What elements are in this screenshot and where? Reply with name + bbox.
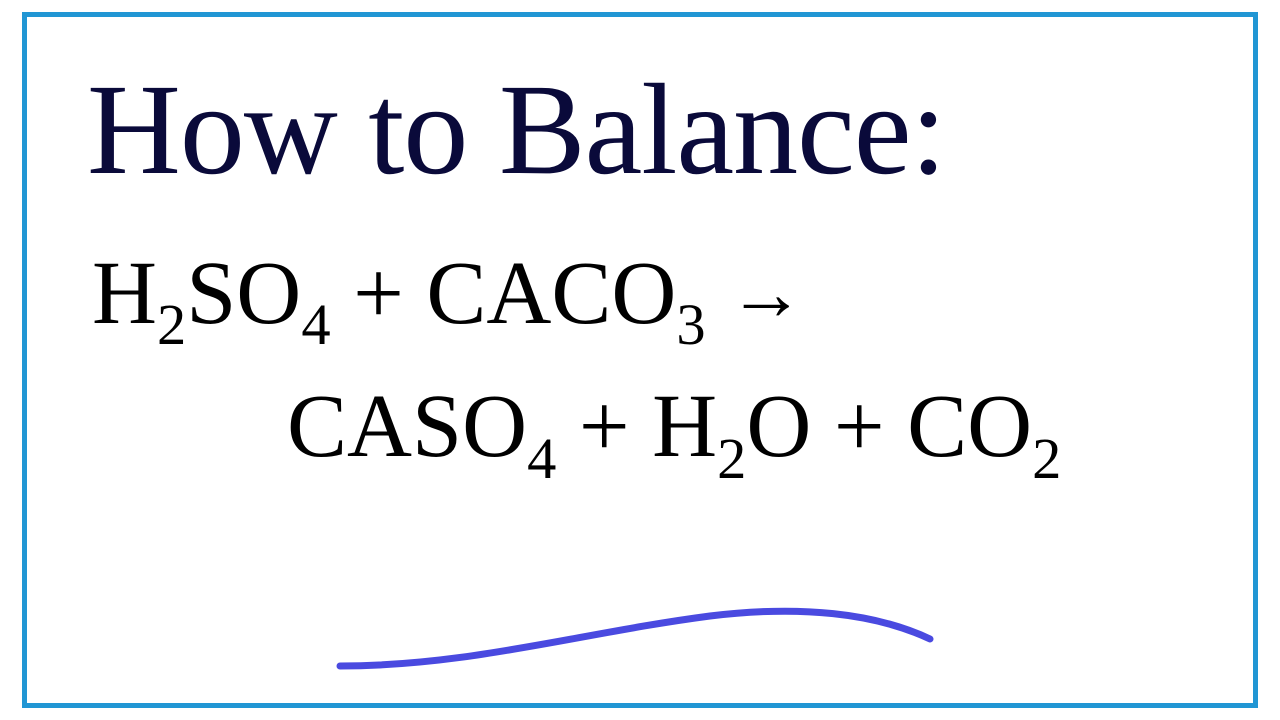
content-area: How to Balance: H2SO4 + CACO3 → CASO4 + …: [27, 17, 1253, 518]
smallcap-letter: A: [486, 244, 551, 343]
subscript: 2: [717, 426, 746, 491]
subscript: 2: [1032, 426, 1061, 491]
swoosh-svg: [330, 591, 950, 681]
subscript: 3: [676, 292, 705, 357]
subscript: 4: [301, 292, 330, 357]
equation-products-line: CASO4 + H2O + CO2: [87, 377, 1203, 488]
equation-reactants-line: H2SO4 + CACO3 →: [87, 244, 1203, 355]
subscript: 4: [527, 426, 556, 491]
subscript: 2: [157, 292, 186, 357]
content-frame: How to Balance: H2SO4 + CACO3 → CASO4 + …: [22, 12, 1258, 708]
reaction-arrow: →: [728, 251, 805, 336]
page-title: How to Balance:: [87, 62, 1203, 199]
swoosh-path: [340, 611, 930, 666]
smallcap-letter: A: [347, 377, 412, 476]
decorative-swoosh: [330, 591, 950, 681]
